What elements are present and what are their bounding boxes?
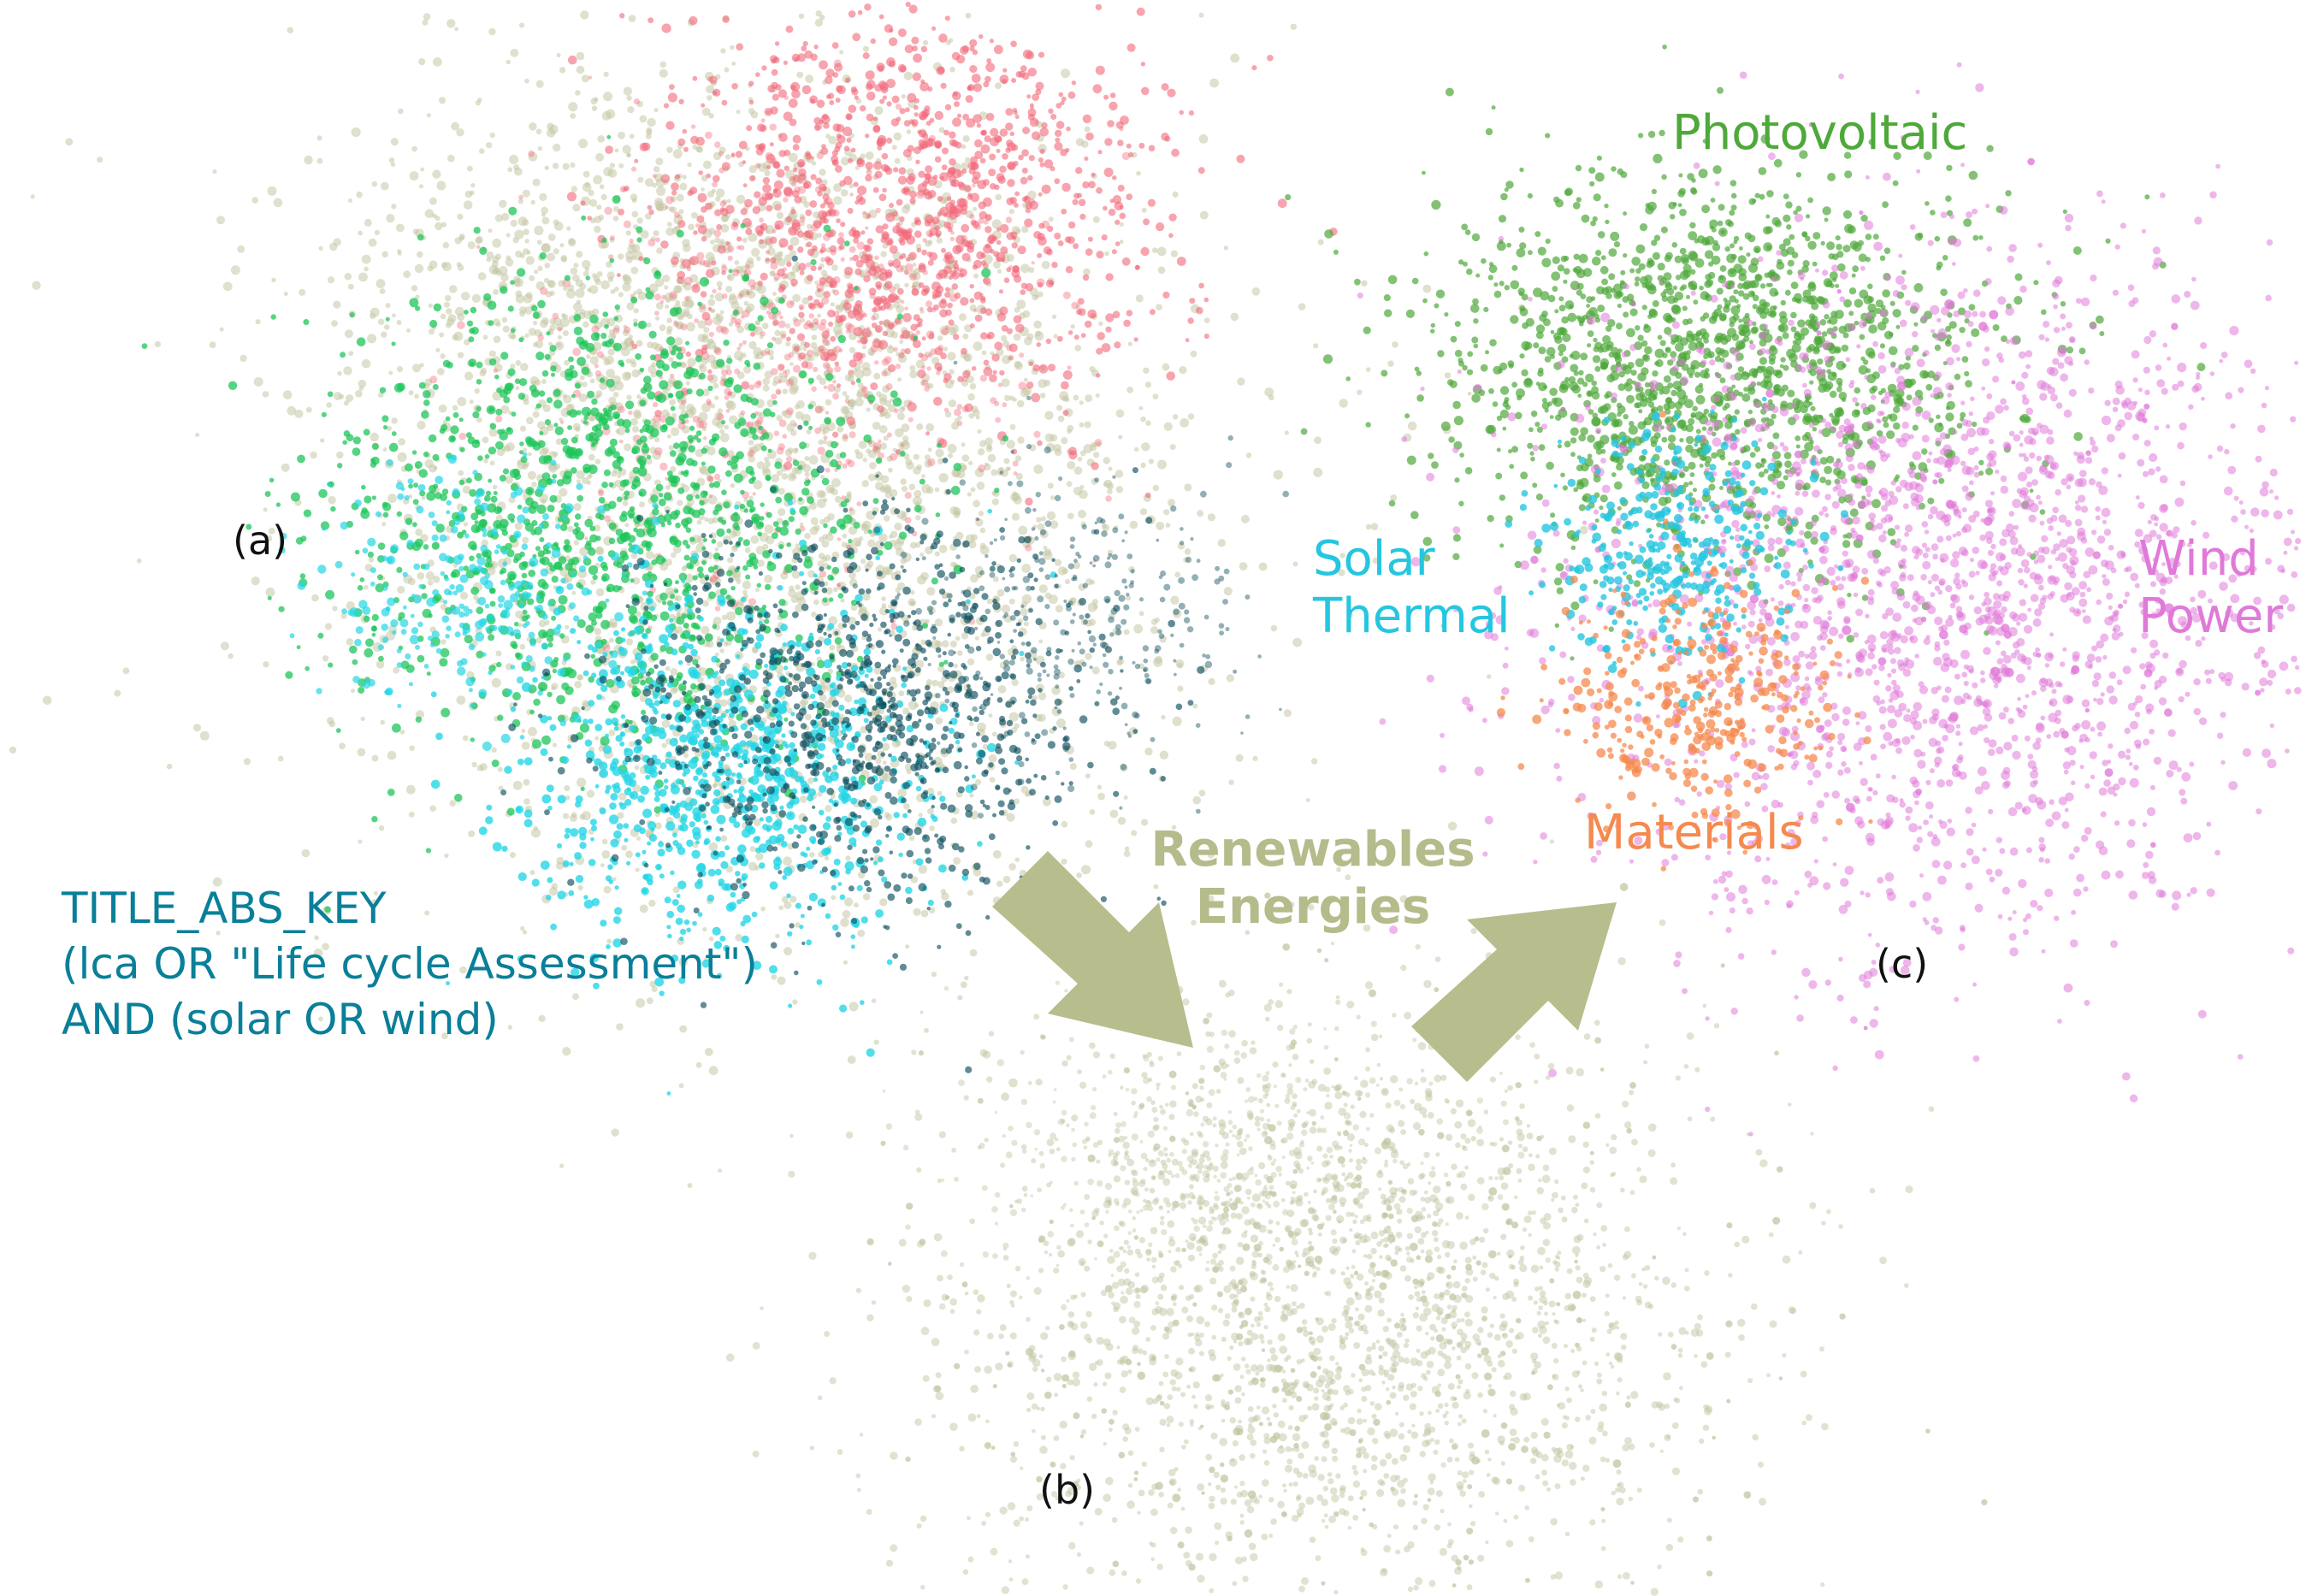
panel-label-a: (a) <box>233 517 288 564</box>
network-a-nodes <box>9 2 1588 1303</box>
search-query-text: TITLE_ABS_KEY (lca OR "Life cycle Assess… <box>62 884 758 1044</box>
arrow-a-to-b-icon <box>992 851 1193 1048</box>
cluster-label-renewables: Renewables Energies <box>1150 822 1475 936</box>
cluster-label-solar-thermal: Solar Thermal <box>1313 531 1511 645</box>
panel-label-b: (b) <box>1039 1467 1096 1513</box>
arrow-b-to-c-icon <box>1411 902 1617 1082</box>
panel-label-c: (c) <box>1876 941 1929 987</box>
network-b-nodes <box>678 839 1988 1596</box>
cluster-label-wind-power: Wind Power <box>2138 531 2284 645</box>
network-c-nodes <box>1285 44 2302 1137</box>
cluster-label-materials: Materials <box>1584 805 1804 860</box>
cluster-label-photovoltaic: Photovoltaic <box>1672 105 1968 161</box>
